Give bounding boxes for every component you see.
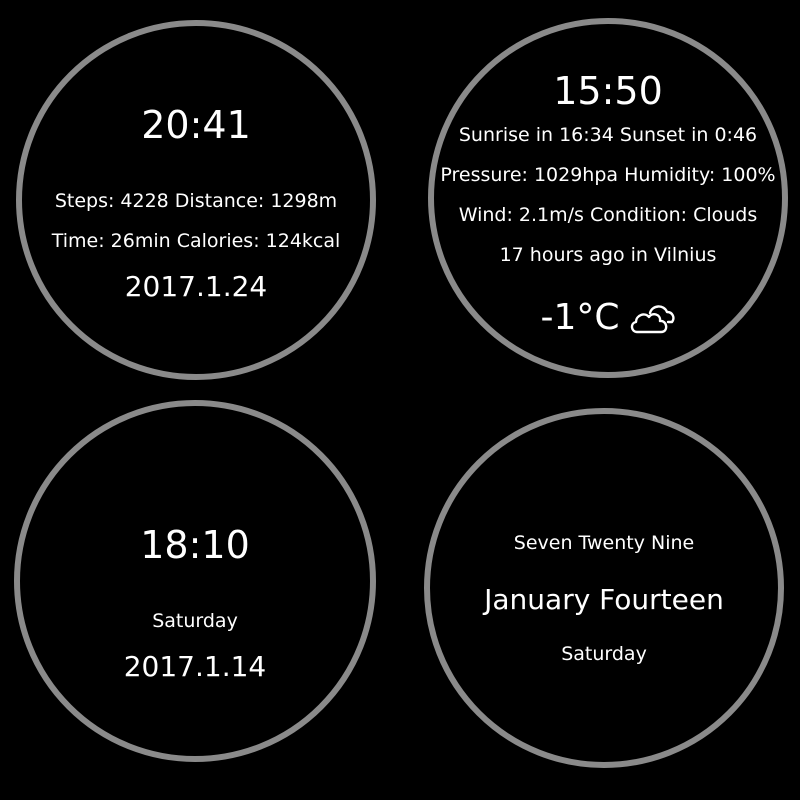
date-display: 2017.1.14 [123,650,267,683]
time-calories-line: Time: 26min Calories: 124kcal [51,230,341,252]
update-location-line: 17 hours ago in Vilnius [499,244,717,266]
date-display: 2017.1.24 [124,270,268,303]
watch-face-weather: 15:50 Sunrise in 16:34 Sunset in 0:46 Pr… [428,18,788,378]
pressure-humidity-line: Pressure: 1029hpa Humidity: 100% [440,164,776,186]
sunrise-sunset-line: Sunrise in 16:34 Sunset in 0:46 [458,124,758,146]
weekday-display: Saturday [561,643,647,665]
watch-face-steps: 20:41 Steps: 4228 Distance: 1298m Time: … [16,20,376,380]
time-words: Seven Twenty Nine [513,532,695,554]
temperature-row: -1°C [434,300,782,336]
steps-distance-line: Steps: 4228 Distance: 1298m [54,190,338,212]
watch-face-simple: 18:10 Saturday 2017.1.14 [14,400,376,762]
temperature-value: -1°C [540,297,620,338]
time-display: 20:41 [141,103,251,147]
time-display: 15:50 [553,69,663,113]
watch-face-words: Seven Twenty Nine January Fourteen Satur… [424,408,784,768]
date-words: January Fourteen [484,583,724,616]
wind-condition-line: Wind: 2.1m/s Condition: Clouds [458,204,758,226]
time-display: 18:10 [140,523,250,567]
weekday-display: Saturday [152,610,238,632]
cloud-icon [628,301,676,335]
